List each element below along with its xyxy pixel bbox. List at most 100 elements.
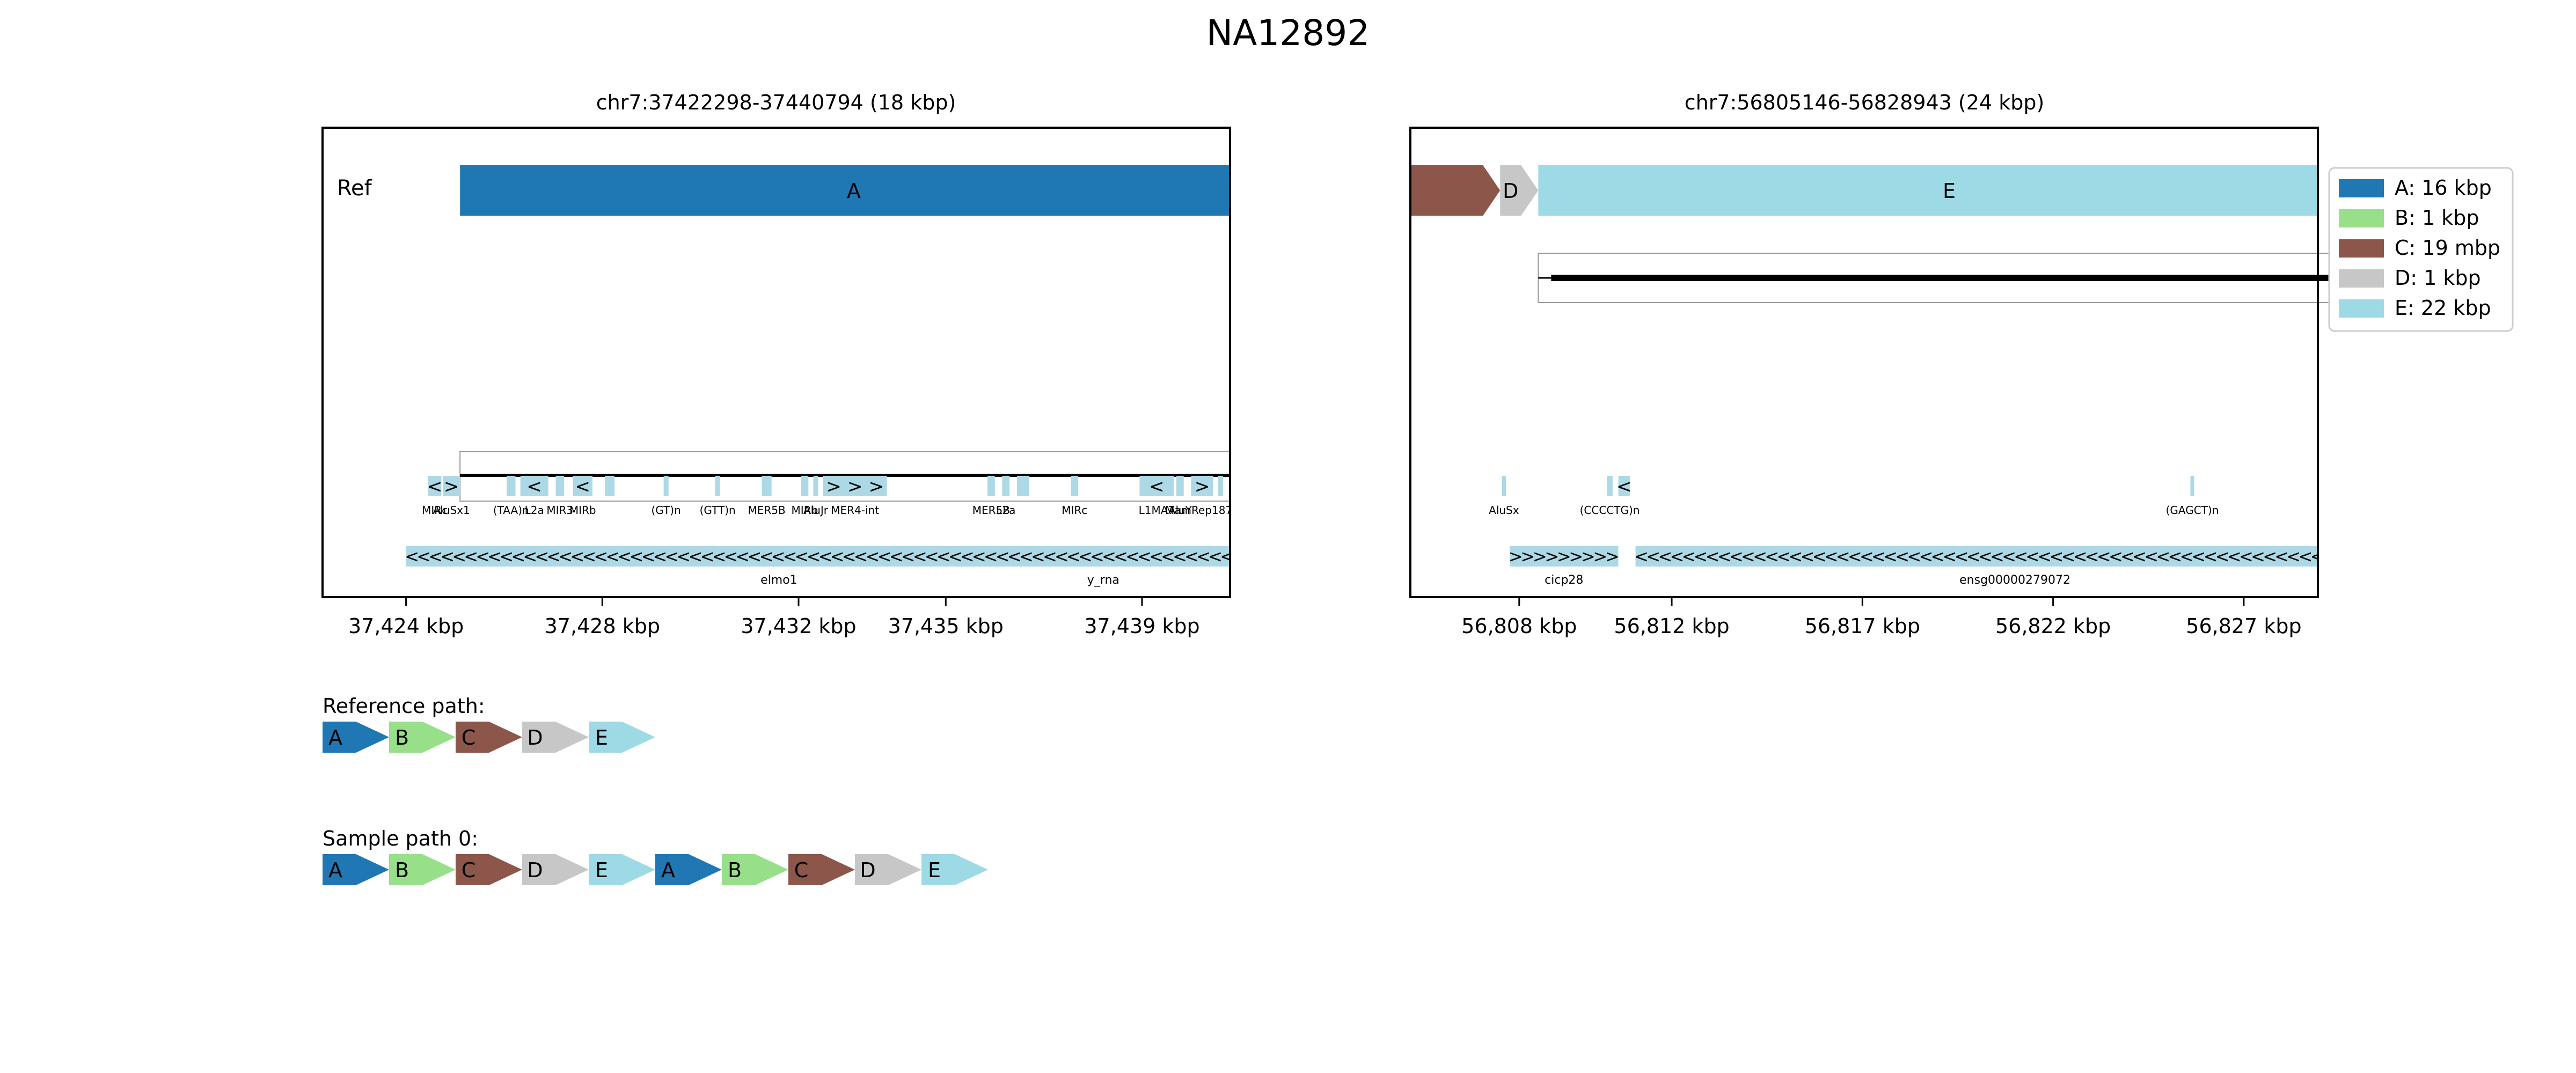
gene-direction-mark: <	[1137, 546, 1152, 567]
gene-direction-mark: <	[807, 546, 821, 567]
gene-direction-mark: <	[1824, 546, 1839, 567]
repeat-direction-mark: <	[1149, 476, 1165, 497]
gene-direction-mark: <	[2097, 546, 2111, 567]
gene-direction-mark: <	[2073, 546, 2088, 567]
repeat-element	[1002, 476, 1010, 496]
repeat-element	[1618, 476, 1630, 496]
path-segment-label: E	[595, 858, 608, 882]
gene-direction-mark: <	[759, 546, 774, 567]
gene-direction-mark: <	[594, 546, 608, 567]
gene-direction-mark: <	[1055, 546, 1069, 567]
path-segment-label: A	[328, 726, 342, 749]
gene-direction-mark: <	[1019, 546, 1034, 567]
gene-direction-mark: <	[653, 546, 668, 567]
repeat-direction-mark: >	[444, 476, 459, 497]
gene-direction-mark: <	[2263, 546, 2277, 567]
repeat-element	[663, 476, 669, 496]
gene-direction-mark: <	[1184, 546, 1199, 567]
gene-direction-mark: <	[605, 546, 620, 567]
panel-right-region-label: chr7:56805146-56828943 (24 kbp)	[1685, 91, 2045, 114]
path-segment-label: C	[794, 858, 809, 882]
gene-label: y_rna	[1087, 574, 1119, 587]
legend-box	[2328, 167, 2514, 332]
gene-direction-mark: <	[925, 546, 939, 567]
gene-direction-mark: <	[665, 546, 679, 567]
panel-left-plot-area: AB<MIRc>AluSx1(TAA)n<L2aMIR3<MIRb(GT)n(G…	[405, 165, 1230, 587]
repeat-element	[428, 476, 442, 496]
segment-A-arrow	[460, 165, 1230, 216]
gene-direction-mark: <	[1955, 546, 1969, 567]
x-tick-label: 37,435 kbp	[888, 614, 1004, 638]
gene-direction-mark: <	[641, 546, 655, 567]
repeat-label: (TAA)n	[493, 504, 529, 517]
legend-items: A: 16 kbp B: 1 kbp C: 19 mbp D: 1 kbp E: 22 …	[2339, 176, 2500, 320]
gene-direction-mark: <	[2298, 546, 2312, 567]
gene-direction-mark: <	[499, 546, 514, 567]
gene-direction-mark: <	[2204, 546, 2218, 567]
path-segment-C	[788, 854, 855, 885]
gene-direction-mark: <	[2109, 546, 2123, 567]
repeat-label: AluY	[1168, 504, 1192, 517]
x-tick-label: 56,817 kbp	[1805, 614, 1920, 638]
gene-direction-mark: <	[1801, 546, 1815, 567]
gene-direction-mark: <	[523, 546, 537, 567]
gene-direction-mark: <	[1125, 546, 1140, 567]
repeat-direction-mark: >	[826, 476, 841, 497]
repeat-element	[987, 476, 995, 496]
legend-swatch-E	[2339, 299, 2384, 318]
repeat-element	[1191, 476, 1213, 496]
gene-direction-mark: <	[2215, 546, 2230, 567]
repeat-label: MER5B	[748, 504, 785, 517]
gene-direction-mark: <	[1090, 546, 1104, 567]
legend-swatch-B	[2339, 209, 2384, 227]
x-tick-label: 56,812 kbp	[1614, 614, 1729, 638]
repeat-element	[813, 476, 818, 496]
gene-direction-mark: <	[1634, 546, 1649, 567]
gene-direction-mark: <	[440, 546, 455, 567]
gene-direction-mark: <	[2156, 546, 2170, 567]
gene-direction-mark: <	[795, 546, 809, 567]
repeat-label: AluSx	[1489, 504, 1519, 517]
repeat-direction-mark: <	[575, 476, 590, 497]
gene-direction-mark: <	[1149, 546, 1163, 567]
path-segment-B	[722, 854, 788, 885]
repeat-label: AluSx1	[433, 504, 470, 517]
gene-direction-mark: <	[1895, 546, 1909, 567]
segment-E-label: E	[1943, 179, 1956, 203]
gene-direction-mark: <	[1907, 546, 1921, 567]
x-tick-label: 37,424 kbp	[348, 614, 464, 638]
gene-direction-mark: <	[948, 546, 963, 567]
gene-direction-mark: <	[1943, 546, 1957, 567]
gene-direction-mark: <	[2120, 546, 2135, 567]
gene-direction-mark: <	[2014, 546, 2028, 567]
gene-direction-mark: <	[1066, 546, 1081, 567]
gene-direction-mark: <	[617, 546, 632, 567]
gene-direction-mark: <	[996, 546, 1010, 567]
repeat-element	[1071, 476, 1079, 496]
repeat-label: MIR3	[546, 504, 573, 517]
repeat-element	[1016, 476, 1029, 496]
gene-direction-mark: <	[689, 546, 703, 567]
gene-direction-mark: <	[2002, 546, 2016, 567]
gene-direction-mark: <	[818, 546, 833, 567]
gene-direction-mark: <	[936, 546, 951, 567]
repeat-direction-mark: <	[1616, 476, 1632, 497]
x-tick-label: 37,432 kbp	[741, 614, 856, 638]
gene-direction-mark: <	[854, 546, 868, 567]
segment-A-label: A	[847, 179, 861, 203]
path-row-title: Sample path 0:	[323, 827, 478, 850]
gene-direction-mark: <	[1753, 546, 1767, 567]
gene-direction-mark: <	[582, 546, 596, 567]
gene-direction-mark: <	[1161, 546, 1175, 567]
gene-direction-mark: <	[771, 546, 786, 567]
gene-direction-mark: <	[570, 546, 584, 567]
repeat-label: MIRb	[569, 504, 596, 517]
repeat-element	[1176, 476, 1184, 496]
repeat-element	[555, 476, 564, 496]
gene-direction-mark: <	[2168, 546, 2182, 567]
path-segment-label: D	[527, 858, 543, 882]
panel-left-marks: AB<MIRc>AluSx1(TAA)n<L2aMIR3<MIRb(GT)n(G…	[348, 165, 1230, 638]
